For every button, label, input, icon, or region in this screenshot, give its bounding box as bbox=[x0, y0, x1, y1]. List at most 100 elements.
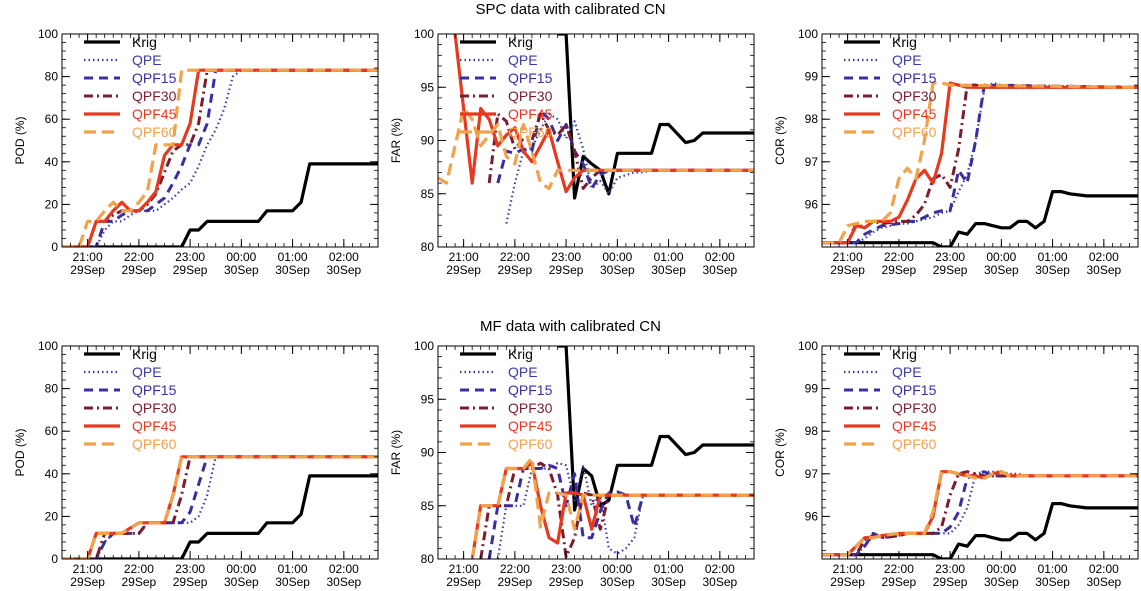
y-axis-label: FAR (%) bbox=[389, 118, 403, 163]
legend-label-krig: Krig bbox=[508, 346, 533, 362]
legend-label-qpf15: QPF15 bbox=[508, 70, 553, 86]
x-tick-label-date: 30Sep bbox=[326, 575, 361, 589]
legend-label-qpf15: QPF15 bbox=[508, 382, 553, 398]
series-line-krig bbox=[62, 162, 378, 247]
y-tick-label: 90 bbox=[421, 446, 435, 460]
legend-label-krig: Krig bbox=[508, 34, 533, 50]
x-tick-label-date: 29Sep bbox=[446, 575, 481, 589]
y-tick-label: 20 bbox=[45, 509, 59, 523]
x-tick-label-time: 21:00 bbox=[449, 562, 479, 576]
x-tick-label-time: 23:00 bbox=[175, 562, 205, 576]
series-line-qpf15 bbox=[62, 455, 378, 559]
legend-label-qpe: QPE bbox=[132, 52, 162, 68]
y-tick-label: 85 bbox=[421, 187, 435, 201]
x-tick-label-date: 29Sep bbox=[882, 575, 917, 589]
legend-label-qpf15: QPF15 bbox=[132, 70, 177, 86]
x-tick-label-date: 29Sep bbox=[882, 263, 917, 277]
x-tick-label-time: 00:00 bbox=[602, 562, 632, 576]
legend-label-krig: Krig bbox=[892, 346, 917, 362]
legend-label-qpe: QPE bbox=[892, 364, 922, 380]
row-title-spc: SPC data with calibrated CN bbox=[475, 1, 666, 18]
y-tick-label: 98 bbox=[805, 112, 819, 126]
series-line-qpf30 bbox=[822, 470, 1138, 557]
x-tick-label-time: 21:00 bbox=[833, 562, 863, 576]
series-line-qpf60 bbox=[62, 68, 378, 247]
x-tick-label-time: 22:00 bbox=[884, 250, 914, 264]
series-line-krig bbox=[557, 34, 754, 200]
legend-label-qpf15: QPF15 bbox=[892, 70, 937, 86]
x-tick-label-date: 29Sep bbox=[549, 575, 584, 589]
y-tick-label: 85 bbox=[421, 499, 435, 513]
y-tick-label: 100 bbox=[414, 27, 434, 41]
legend-label-krig: Krig bbox=[132, 34, 157, 50]
chart-spc-cor: 9697989910021:0029Sep22:0029Sep23:0029Se… bbox=[773, 27, 1139, 277]
x-tick-label-time: 02:00 bbox=[705, 562, 735, 576]
plot-frame bbox=[821, 345, 1139, 560]
series-line-qpf45 bbox=[62, 455, 378, 559]
y-tick-label: 96 bbox=[805, 197, 819, 211]
legend-label-qpf15: QPF15 bbox=[132, 382, 177, 398]
series-line-qpf30 bbox=[479, 461, 754, 559]
y-tick-label: 80 bbox=[45, 382, 59, 396]
plot-frame bbox=[821, 33, 1139, 248]
y-tick-label: 0 bbox=[51, 552, 58, 566]
x-tick-label-time: 01:00 bbox=[654, 562, 684, 576]
y-tick-label: 99 bbox=[805, 382, 819, 396]
y-tick-label: 40 bbox=[45, 155, 59, 169]
x-tick-label-date: 30Sep bbox=[600, 575, 635, 589]
x-tick-label-date: 30Sep bbox=[600, 263, 635, 277]
series-group bbox=[822, 81, 1138, 247]
chart-spc-pod: 02040608010021:0029Sep22:0029Sep23:0029S… bbox=[13, 27, 379, 277]
series-line-qpf45 bbox=[822, 81, 1138, 245]
x-tick-label-date: 30Sep bbox=[1086, 263, 1121, 277]
x-tick-label-time: 02:00 bbox=[1089, 562, 1119, 576]
legend-label-qpf15: QPF15 bbox=[892, 382, 937, 398]
x-tick-label-time: 01:00 bbox=[278, 562, 308, 576]
legend-label-qpe: QPE bbox=[892, 52, 922, 68]
legend-label-qpf60: QPF60 bbox=[892, 436, 937, 452]
x-tick-label-time: 01:00 bbox=[654, 250, 684, 264]
x-tick-label-date: 30Sep bbox=[984, 575, 1019, 589]
y-axis-label: COR (%) bbox=[773, 428, 787, 477]
x-tick-label-date: 30Sep bbox=[275, 575, 310, 589]
y-axis-label: COR (%) bbox=[773, 116, 787, 165]
x-tick-label-date: 29Sep bbox=[498, 263, 533, 277]
legend-label-krig: Krig bbox=[132, 346, 157, 362]
legend-label-qpf45: QPF45 bbox=[892, 418, 937, 434]
x-tick-label-date: 29Sep bbox=[173, 263, 208, 277]
y-tick-label: 60 bbox=[45, 424, 59, 438]
x-tick-label-date: 29Sep bbox=[830, 575, 865, 589]
series-line-qpf45 bbox=[62, 68, 378, 247]
y-axis-label: POD (%) bbox=[13, 428, 27, 476]
x-tick-label-time: 23:00 bbox=[935, 562, 965, 576]
x-tick-label-date: 30Sep bbox=[984, 263, 1019, 277]
legend-label-qpf45: QPF45 bbox=[508, 106, 553, 122]
series-line-qpf15 bbox=[822, 470, 1138, 557]
x-tick-label-date: 30Sep bbox=[224, 263, 259, 277]
x-tick-label-time: 23:00 bbox=[175, 250, 205, 264]
x-tick-label-time: 22:00 bbox=[884, 562, 914, 576]
x-tick-label-date: 29Sep bbox=[933, 263, 968, 277]
legend-label-qpf45: QPF45 bbox=[132, 418, 177, 434]
legend-label-qpf60: QPF60 bbox=[508, 124, 553, 140]
x-tick-label-time: 02:00 bbox=[1089, 250, 1119, 264]
series-group bbox=[438, 34, 754, 224]
y-tick-label: 97 bbox=[805, 155, 819, 169]
x-tick-label-time: 02:00 bbox=[705, 250, 735, 264]
x-tick-label-time: 00:00 bbox=[226, 562, 256, 576]
y-tick-label: 90 bbox=[421, 134, 435, 148]
series-line-qpe bbox=[62, 455, 378, 559]
x-tick-label-time: 21:00 bbox=[73, 562, 103, 576]
chart-mf-cor: 9697989910021:0029Sep22:0029Sep23:0029Se… bbox=[773, 339, 1139, 589]
y-tick-label: 99 bbox=[805, 70, 819, 84]
x-tick-label-time: 21:00 bbox=[449, 250, 479, 264]
x-tick-label-date: 29Sep bbox=[122, 263, 157, 277]
y-axis-label: FAR (%) bbox=[389, 430, 403, 475]
x-tick-label-time: 21:00 bbox=[73, 250, 103, 264]
series-line-qpf30 bbox=[62, 455, 378, 559]
x-tick-label-time: 23:00 bbox=[551, 562, 581, 576]
series-line-qpf60 bbox=[62, 455, 378, 559]
x-tick-label-date: 30Sep bbox=[702, 575, 737, 589]
plot-frame bbox=[61, 345, 379, 560]
